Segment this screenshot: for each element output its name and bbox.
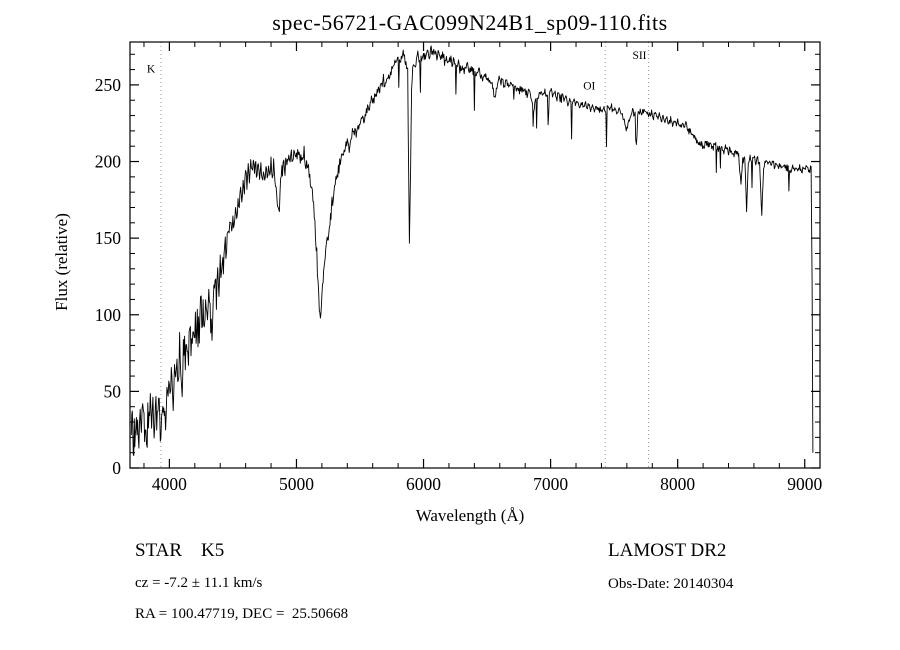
y-tick-label: 150 xyxy=(95,228,122,248)
x-tick-label: 5000 xyxy=(279,474,314,494)
y-tick-label: 50 xyxy=(104,381,122,401)
survey-label: LAMOST DR2 xyxy=(608,540,727,561)
spectrum-line xyxy=(130,45,814,456)
y-tick-label: 100 xyxy=(95,305,122,325)
x-tick-label: 6000 xyxy=(406,474,441,494)
x-axis-label: Wavelength (Å) xyxy=(415,506,525,525)
axis-frame xyxy=(129,41,821,469)
annotation-label-K: K xyxy=(147,64,156,76)
plot-title: spec-56721-GAC099N24B1_sp09-110.fits xyxy=(272,10,668,35)
x-tick-label: 9000 xyxy=(787,474,822,494)
y-tick-label: 200 xyxy=(95,152,122,172)
classification-label: STAR K5 xyxy=(135,540,225,561)
y-tick-label: 0 xyxy=(112,458,121,478)
cz-value: cz = -7.2 ± 11.1 km/s xyxy=(135,575,263,591)
annotation-label-OI: OI xyxy=(583,81,595,93)
y-axis-label: Flux (relative) xyxy=(52,213,71,311)
annotation-label-SII: SII xyxy=(632,50,646,62)
ra-dec-value: RA = 100.47719, DEC = 25.50668 xyxy=(135,606,349,622)
x-tick-label: 8000 xyxy=(660,474,695,494)
y-tick-label: 250 xyxy=(95,75,122,95)
obs-date-value: Obs-Date: 20140304 xyxy=(608,576,734,592)
x-tick-label: 7000 xyxy=(533,474,568,494)
x-tick-label: 4000 xyxy=(152,474,187,494)
